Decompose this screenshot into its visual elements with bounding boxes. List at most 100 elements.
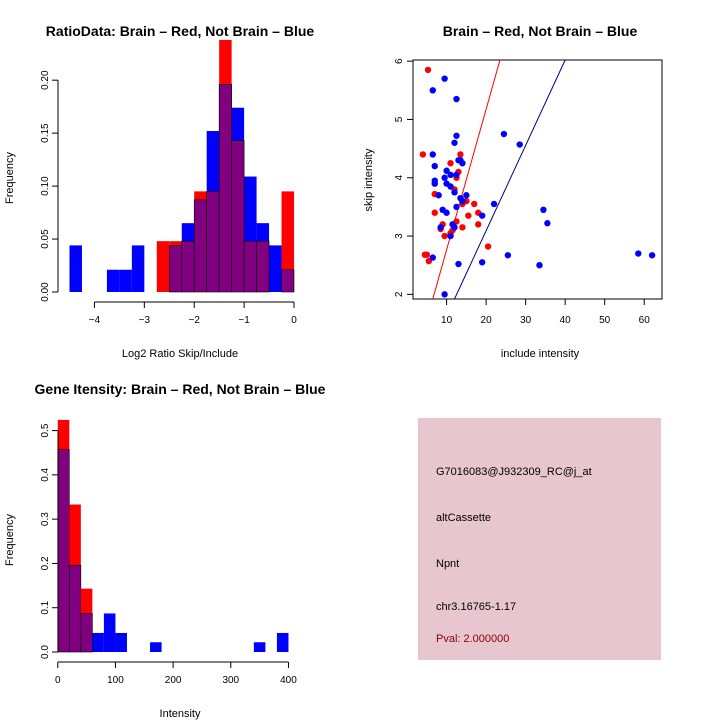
scatter-ytick-label-3: 5	[394, 116, 405, 122]
scatter-point-brain-22	[441, 232, 448, 240]
gene-intensity-xlabel: Intensity	[160, 708, 201, 720]
intensity-bar-overlap-0	[57, 449, 70, 653]
scatter-point-not-brain-10	[459, 159, 466, 167]
gene-intensity-ylabel: Frequency	[4, 514, 16, 566]
info-panel-background	[418, 418, 661, 660]
scatter-point-not-brain-40	[429, 254, 436, 261]
scatter-point-not-brain-31	[544, 220, 551, 227]
ratio-ytick-label-2: 0.10	[40, 176, 51, 196]
ratio-ytick-label-0: 0.00	[40, 282, 51, 302]
scatter-point-not-brain-25	[453, 203, 460, 211]
scatter-point-not-brain-24	[459, 197, 466, 205]
ratio-bar-overlap-2	[181, 240, 195, 293]
scatter-point-not-brain-33	[451, 224, 458, 231]
scatter-title: Brain – Red, Not Brain – Blue	[443, 23, 638, 39]
scatter-xtick-label-4: 50	[599, 315, 611, 326]
scatter-point-brain-23	[484, 243, 492, 250]
scatter-xtick-label-0: 10	[441, 315, 453, 326]
scatter-point-not-brain-18	[431, 180, 438, 187]
scatter-point-not-brain-42	[648, 252, 656, 259]
probe-id: G7016083@J932309_RC@j_at	[436, 466, 592, 478]
intensity-bar-overlap-2	[80, 613, 93, 653]
scatter-point-not-brain-35	[447, 232, 454, 240]
intensity-ytick-label-2: 0.2	[40, 556, 51, 570]
scatter-point-not-brain-28	[478, 212, 486, 219]
scatter-plot-box	[412, 59, 663, 300]
ratio-xtick-label-3: −1	[238, 315, 250, 326]
scatter-point-not-brain-5	[429, 151, 436, 158]
scatter-point-not-brain-19	[447, 183, 454, 190]
p-value: Pval: 2.000000	[436, 633, 509, 645]
ratio-bar-brain-0	[156, 241, 170, 292]
intensity-xtick-label-2: 200	[165, 675, 182, 686]
ratio-xtick-label-4: 0	[291, 315, 297, 326]
ratio-ytick-label-3: 0.15	[40, 123, 51, 143]
scatter-point-not-brain-41	[635, 250, 642, 257]
ratio-bar-brain-9	[281, 191, 294, 292]
scatter-point-not-brain-43	[441, 291, 448, 298]
scatter-xtick-label-1: 20	[481, 315, 493, 326]
scatter-point-not-brain-11	[431, 162, 438, 170]
ratio-xtick-label-1: −3	[139, 315, 151, 326]
ratio-bar-not-brain-12	[269, 245, 282, 292]
scatter-brain-fit-line	[432, 59, 501, 300]
scatter-point-not-brain-0	[441, 75, 448, 82]
intensity-bar-not-brain-7	[253, 642, 266, 652]
scatter-point-brain-0	[424, 66, 432, 74]
intensity-xtick-label-1: 100	[107, 675, 124, 686]
scatter-point-not-brain-37	[504, 252, 512, 259]
scatter-ytick-label-4: 6	[394, 58, 405, 64]
scatter-point-not-brain-30	[540, 206, 547, 214]
intensity-scatter-panel: Brain – Red, Not Brain – Blue 2 3 4 5 6 10 20 3…	[363, 23, 663, 360]
scatter-point-not-brain-3	[453, 132, 460, 139]
ratio-histogram-ylabel: Frequency	[4, 152, 16, 204]
intensity-xtick-label-0: 0	[55, 675, 61, 686]
scatter-xtick-label-3: 40	[560, 315, 572, 326]
intensity-ytick-label-5: 0.5	[40, 423, 51, 437]
ratio-xtick-label-0: −4	[89, 315, 101, 326]
ratio-bar-not-brain-2	[119, 269, 132, 292]
ratio-bar-overlap-5	[218, 84, 232, 293]
scatter-point-not-brain-14	[453, 171, 460, 179]
scatter-point-not-brain-22	[463, 192, 470, 199]
scatter-xtick-label-2: 30	[520, 315, 532, 326]
scatter-point-not-brain-39	[455, 260, 462, 268]
intensity-bar-overlap-1	[69, 564, 82, 653]
ratio-bar-not-brain-1	[106, 269, 120, 292]
probe-info-panel: G7016083@J932309_RC@j_at altCassette Npn…	[418, 418, 661, 660]
scatter-ytick-label-2: 4	[394, 175, 405, 181]
event-type: altCassette	[436, 512, 491, 524]
gene-intensity-histogram-panel: Gene Itensity: Brain – Red, Not Brain – …	[4, 381, 326, 720]
scatter-point-not-brain-4	[451, 139, 458, 146]
scatter-point-not-brain-20	[451, 189, 458, 196]
ratio-histogram-xlabel: Log2 Ratio Skip/Include	[122, 348, 238, 360]
intensity-bar-not-brain-4	[103, 613, 116, 652]
scatter-point-not-brain-36	[478, 259, 486, 266]
scatter-point-not-brain-13	[447, 171, 454, 179]
scatter-ytick-label-1: 3	[394, 233, 405, 239]
ratio-histogram-title: RatioData: Brain – Red, Not Brain – Blue	[46, 23, 315, 39]
scatter-ylabel: skip intensity	[363, 148, 375, 211]
scatter-point-brain-2	[457, 151, 464, 158]
scatter-point-brain-3	[447, 159, 454, 167]
scatter-point-not-brain-38	[536, 261, 543, 269]
scatter-point-not-brain-27	[443, 209, 450, 216]
scatter-ytick-label-0: 2	[394, 291, 405, 297]
scatter-point-brain-1	[419, 151, 427, 158]
scatter-point-brain-14	[431, 209, 438, 216]
scatter-xlabel: include intensity	[501, 348, 580, 360]
intensity-bar-not-brain-3	[92, 632, 104, 652]
scatter-point-not-brain-1	[429, 87, 436, 94]
ratio-bar-overlap-8	[256, 240, 270, 293]
scatter-point-not-brain-21	[435, 192, 442, 199]
intensity-ytick-label-3: 0.3	[40, 512, 51, 526]
ratio-bar-overlap-1	[168, 245, 183, 293]
scatter-point-brain-17	[459, 224, 466, 231]
ratio-bar-not-brain-0	[69, 245, 82, 292]
gene-name: Npnt	[436, 558, 459, 570]
intensity-bar-not-brain-5	[115, 632, 127, 652]
ratio-bar-overlap-6	[231, 140, 245, 293]
intensity-ytick-label-4: 0.4	[40, 467, 51, 481]
scatter-point-brain-11	[471, 200, 478, 208]
